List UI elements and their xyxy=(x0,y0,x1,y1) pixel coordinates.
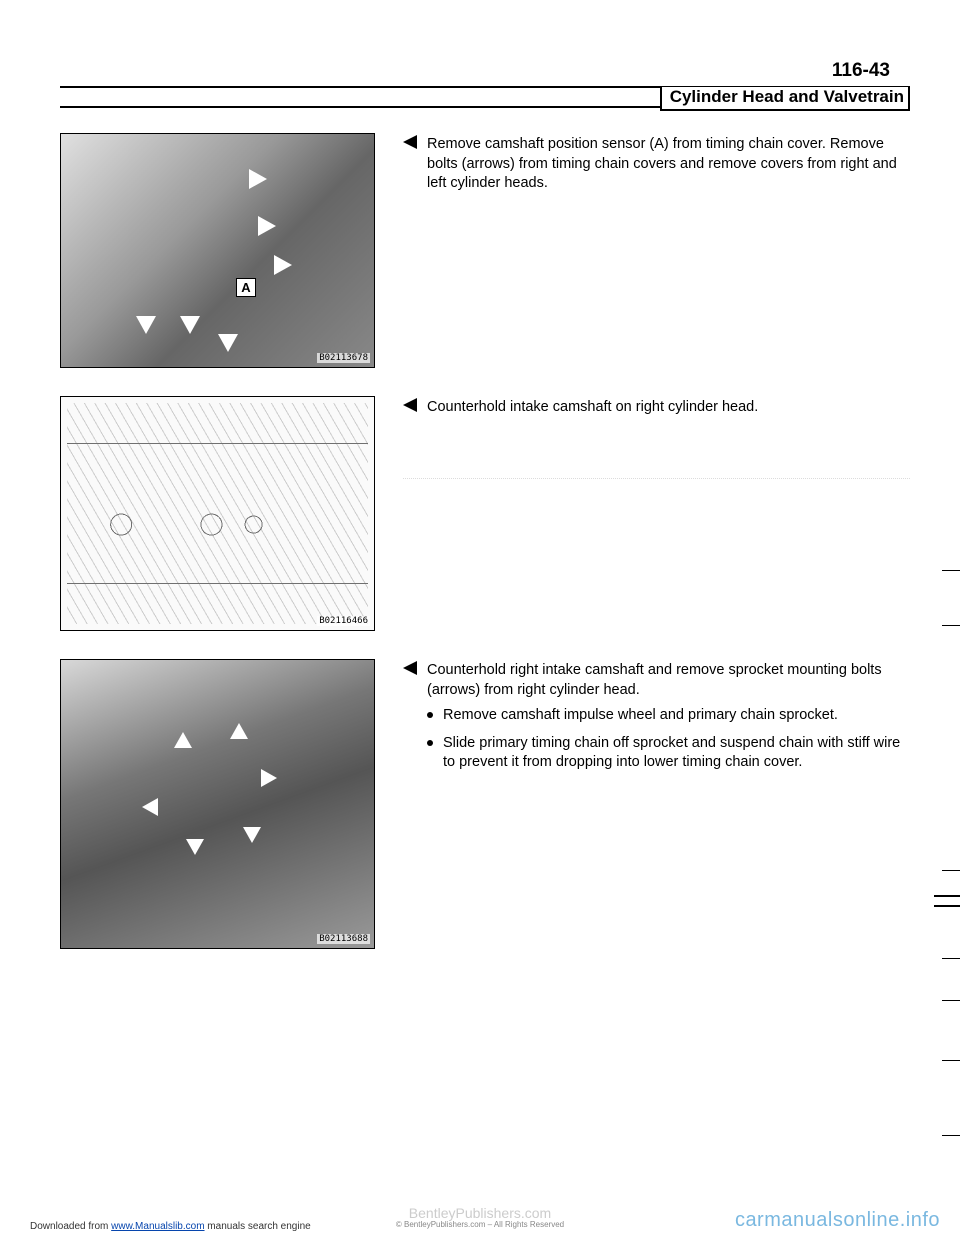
bullet-list: Remove camshaft impulse wheel and primar… xyxy=(427,706,910,773)
bullet-item: Remove camshaft impulse wheel and primar… xyxy=(427,706,910,726)
step-3: Counterhold right intake camshaft and re… xyxy=(403,661,910,781)
header-rule: Cylinder Head and Valvetrain xyxy=(60,86,910,108)
step-body: Counterhold right intake camshaft and re… xyxy=(427,661,910,781)
bullet-item: Slide primary timing chain off sprocket … xyxy=(427,734,910,773)
figure-id: B02113688 xyxy=(317,934,370,944)
footer-brand: BentleyPublishers.com © BentleyPublisher… xyxy=(396,1206,564,1230)
text-column-2: Counterhold intake camshaft on right cyl… xyxy=(403,396,910,479)
figure-id: B02113678 xyxy=(317,353,370,363)
section-title: Cylinder Head and Valvetrain xyxy=(660,87,910,111)
arrow-icon xyxy=(243,827,261,843)
figure-callout-a: A xyxy=(236,278,255,297)
footer-rights: © BentleyPublishers.com – All Rights Res… xyxy=(396,1221,564,1230)
footer-source-link[interactable]: www.Manualslib.com xyxy=(111,1221,204,1232)
step-marker-icon xyxy=(403,398,419,418)
step-text: Counterhold intake camshaft on right cyl… xyxy=(427,398,758,418)
figure-2: B02116466 xyxy=(60,396,375,631)
arrow-icon xyxy=(180,316,200,334)
step-1: Remove camshaft position sensor (A) from… xyxy=(403,135,910,194)
step-marker-icon xyxy=(403,135,419,194)
arrow-icon xyxy=(230,723,248,739)
footer-brand-domain: .com xyxy=(521,1205,551,1221)
step-2: Counterhold intake camshaft on right cyl… xyxy=(403,398,910,418)
figure-1: A B02113678 xyxy=(60,133,375,368)
page-number: 116-43 xyxy=(60,60,910,82)
footer-watermark: carmanualsonline.info xyxy=(735,1209,940,1232)
line-art-placeholder xyxy=(67,403,368,624)
content-row-2: B02116466 Counterhold intake camshaft on… xyxy=(60,396,910,631)
dotted-separator xyxy=(403,478,910,479)
footer-left-suffix: manuals search engine xyxy=(205,1221,311,1232)
text-column-1: Remove camshaft position sensor (A) from… xyxy=(403,133,910,204)
step-text: Counterhold right intake camshaft and re… xyxy=(427,662,882,698)
step-marker-icon xyxy=(403,661,419,781)
page-footer: Downloaded from www.Manualslib.com manua… xyxy=(0,1209,960,1232)
footer-source: Downloaded from www.Manualslib.com manua… xyxy=(30,1221,311,1232)
page-container: 116-43 Cylinder Head and Valvetrain A B0… xyxy=(0,0,960,1242)
arrow-icon xyxy=(142,798,158,816)
arrow-icon xyxy=(261,769,277,787)
arrow-icon xyxy=(186,839,204,855)
arrow-icon xyxy=(249,169,267,189)
arrow-icon xyxy=(218,334,238,352)
arrow-icon xyxy=(136,316,156,334)
footer-brand-name: BentleyPublishers xyxy=(409,1205,521,1221)
content-row-1: A B02113678 Remove camshaft position sen… xyxy=(60,133,910,368)
arrow-icon xyxy=(258,216,276,236)
footer-left-prefix: Downloaded from xyxy=(30,1221,111,1232)
text-column-3: Counterhold right intake camshaft and re… xyxy=(403,659,910,791)
figure-id: B02116466 xyxy=(317,616,370,626)
content-row-3: B02113688 Counterhold right intake camsh… xyxy=(60,659,910,949)
step-text: Remove camshaft position sensor (A) from… xyxy=(427,135,910,194)
figure-3: B02113688 xyxy=(60,659,375,949)
arrow-icon xyxy=(174,732,192,748)
arrow-icon xyxy=(274,255,292,275)
